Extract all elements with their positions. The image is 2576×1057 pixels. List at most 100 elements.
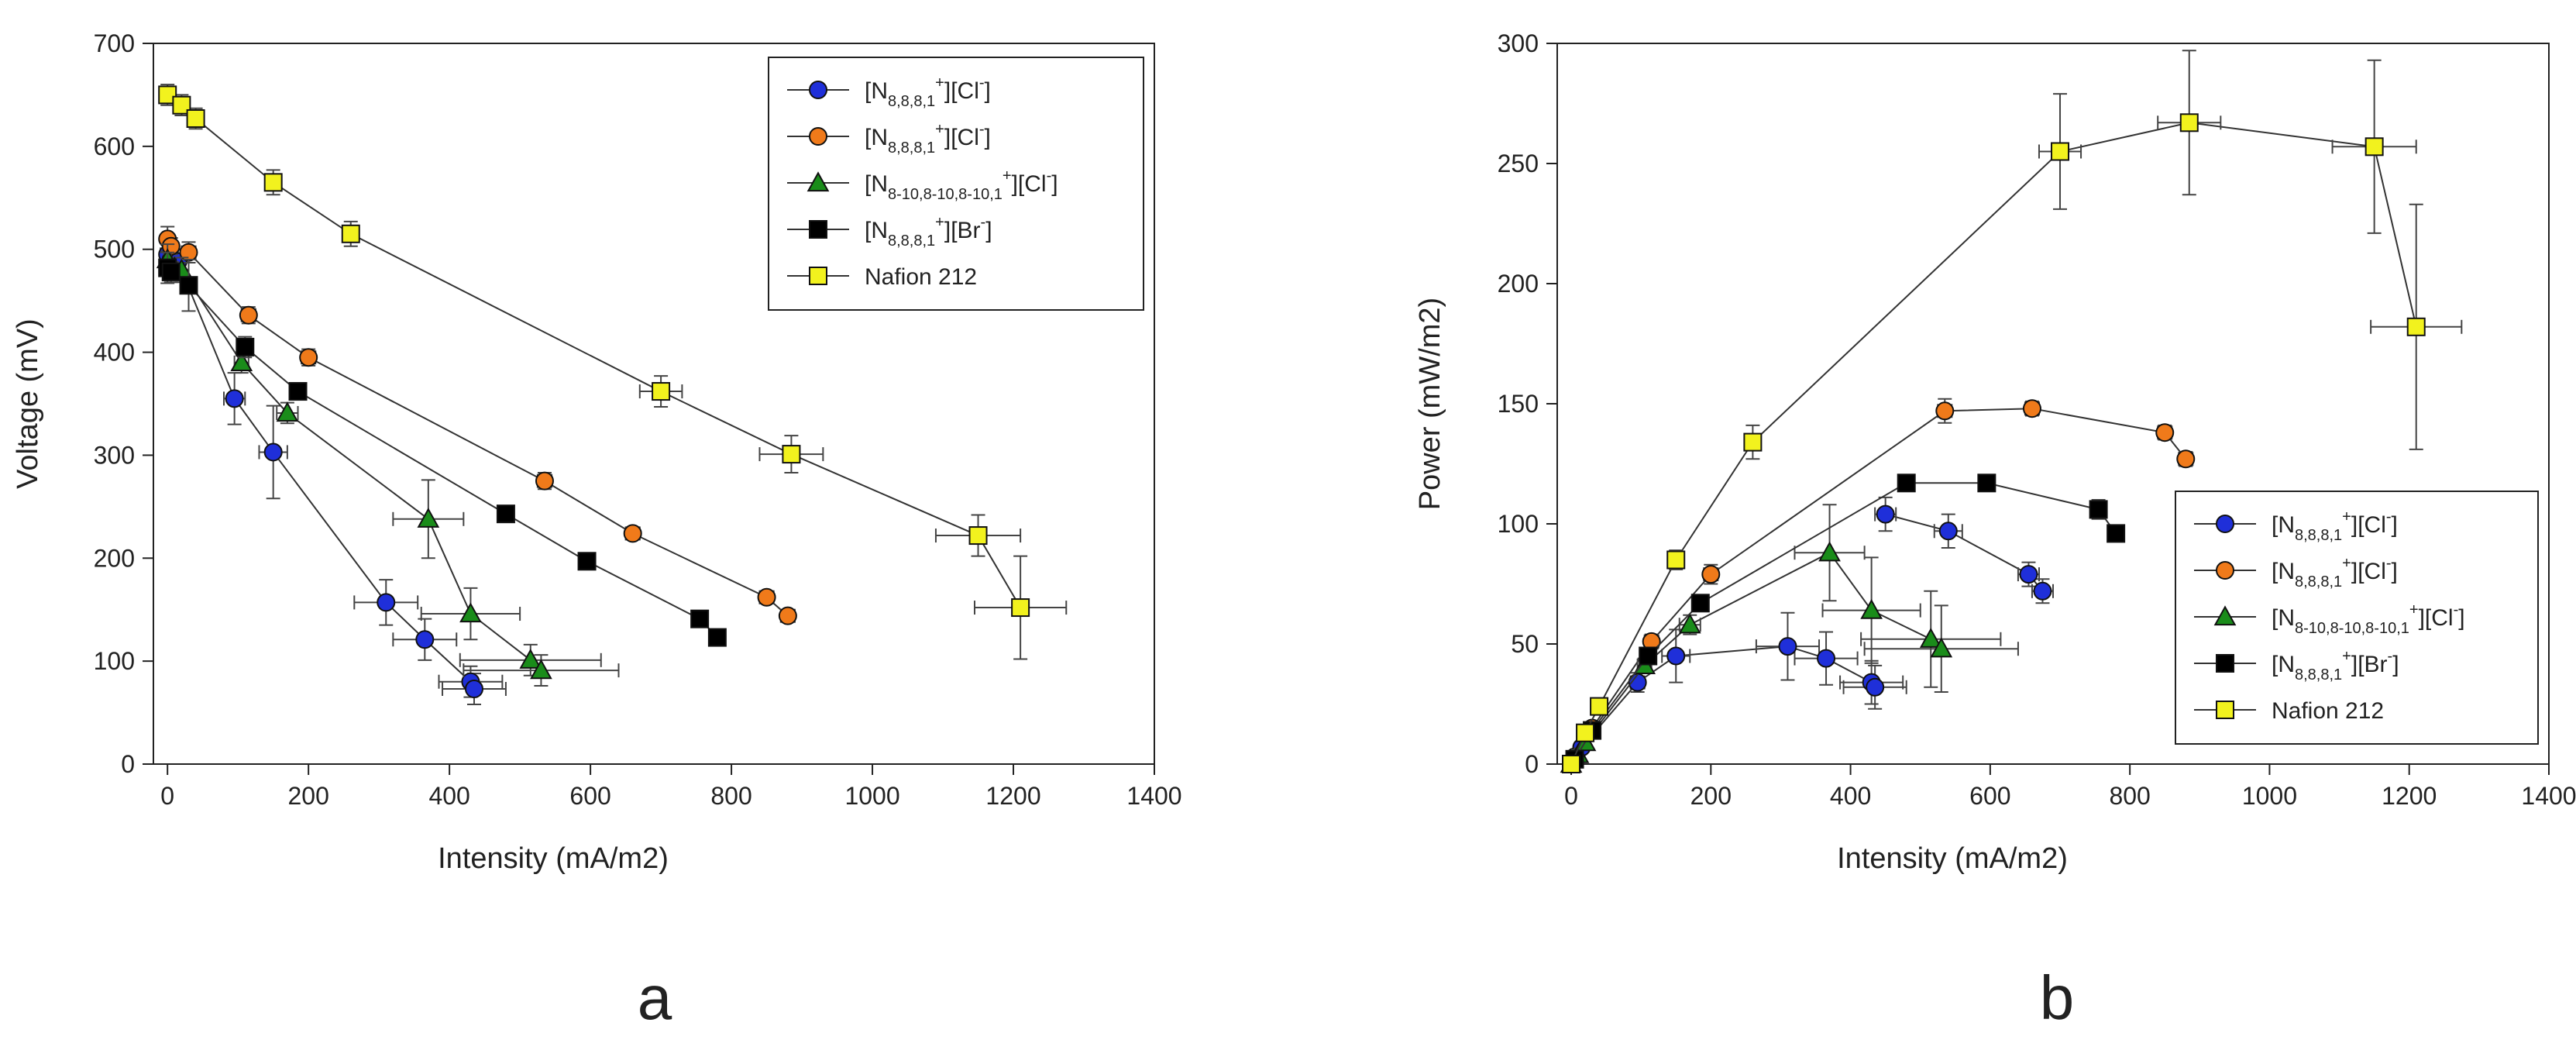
data-point: [1778, 637, 1797, 656]
legend-item: [N8-10,8-10,8-10,1+][Cl-]: [2194, 601, 2465, 637]
data-point: [1701, 565, 1721, 584]
series-4: [1562, 50, 2463, 773]
data-point: [1666, 550, 1686, 570]
y-tick-label: 250: [1498, 150, 1539, 177]
data-point: [519, 649, 542, 669]
y-tick-label: 500: [94, 236, 135, 263]
legend-label-part: +: [1003, 167, 1012, 184]
legend-label-part: [N: [2272, 512, 2295, 538]
y-tick-label: 50: [1511, 630, 1539, 658]
data-point: [2155, 423, 2175, 442]
x-tick-label: 800: [710, 782, 751, 810]
data-point: [1590, 697, 1609, 716]
panel-label: a: [638, 963, 672, 1032]
data-point: [172, 95, 191, 115]
legend-label-part: ]: [985, 218, 992, 243]
legend-label-part: ][Cl: [1012, 171, 1047, 197]
x-tick-label: 1000: [2242, 782, 2297, 810]
legend-marker: [2216, 515, 2234, 533]
data-point: [623, 524, 642, 543]
legend-label-part: ]: [2392, 559, 2398, 584]
legend-label: [N8-10,8-10,8-10,1+][Cl-]: [865, 167, 1058, 203]
data-point: [1818, 541, 1841, 562]
legend-item: [N8,8,8,1+][Cl-]: [2194, 508, 2398, 544]
data-point: [239, 305, 258, 325]
legend-marker: [2216, 701, 2234, 719]
data-point: [1866, 677, 1885, 697]
data-point: [1935, 401, 1955, 421]
legend-label-part: 8-10,8-10,8-10,1: [888, 186, 1003, 203]
y-tick-label: 700: [94, 29, 135, 57]
chart-panel-a: 0 200 400 600 800 1000 1200 1400 0 100 200 300 400 50…: [12, 29, 1182, 1032]
legend-label-part: 8,8,8,1: [2295, 666, 2342, 683]
x-tick-label: 200: [287, 782, 328, 810]
data-point: [2107, 524, 2126, 543]
legend-marker: [809, 127, 827, 146]
data-point: [2406, 317, 2426, 336]
x-axis-label: Intensity (mA/m2): [1837, 842, 2068, 875]
data-point: [2033, 581, 2052, 601]
legend-label-part: ][Cl: [944, 78, 979, 104]
data-point: [179, 276, 198, 295]
x-tick-label: 800: [2109, 782, 2150, 810]
data-point: [230, 351, 253, 371]
legend-label-part: [N: [865, 218, 888, 243]
x-tick-label: 1400: [1126, 782, 1181, 810]
data-point: [1562, 755, 1581, 773]
series-line: [1885, 513, 2044, 592]
legend-label-part: ]: [1051, 171, 1058, 197]
data-point: [1639, 646, 1658, 666]
legend-label-part: -: [979, 121, 985, 138]
data-point: [263, 173, 283, 192]
legend-label-part: -: [2386, 508, 2392, 525]
legend-label-part: 8,8,8,1: [2295, 527, 2342, 544]
error-bar: [934, 514, 1022, 557]
legend-label-part: 8,8,8,1: [888, 232, 935, 250]
series-3: [158, 251, 727, 647]
legend-label-part: ][Cl: [2419, 605, 2454, 631]
x-tick-label: 1000: [844, 782, 899, 810]
x-tick-label: 600: [1969, 782, 2010, 810]
data-point: [299, 348, 318, 367]
legend-label-part: ][Cl: [2351, 559, 2386, 584]
data-point: [417, 508, 440, 528]
legend-label-part: ][Br: [944, 218, 981, 243]
series-line: [1570, 482, 2117, 765]
legend-label-part: 8-10,8-10,8-10,1: [2295, 620, 2409, 637]
legend-label-part: +: [2409, 601, 2419, 618]
series-1: [1562, 398, 2196, 773]
legend-item: [N8,8,8,1+][Cl-]: [787, 74, 991, 110]
legend-label-part: +: [2342, 648, 2351, 665]
series-2: [156, 243, 620, 687]
legend-label-part: +: [2342, 508, 2351, 525]
data-point: [535, 471, 554, 491]
legend-item: [N8,8,8,1+][Cl-]: [2194, 555, 2398, 590]
y-tick-label: 100: [1498, 510, 1539, 538]
legend-label-part: ]: [2392, 652, 2399, 677]
legend-marker: [2216, 561, 2234, 580]
data-point: [707, 628, 727, 647]
legend-label-part: -: [981, 214, 986, 231]
legend-item: [N8,8,8,1+][Br-]: [2194, 648, 2399, 683]
legend-label-part: +: [935, 121, 944, 138]
y-tick-label: 300: [1498, 29, 1539, 57]
legend-marker: [2216, 654, 2234, 673]
legend-label: Nafion 212: [2272, 698, 2384, 724]
y-tick-label: 100: [94, 647, 135, 675]
legend: [N8,8,8,1+][Cl-][N8,8,8,1+][Cl-][N8-10,8…: [768, 57, 1144, 311]
data-point: [1860, 598, 1883, 619]
data-point: [1897, 473, 1916, 493]
legend-label-part: ]: [2392, 512, 2398, 538]
y-tick-label: 600: [94, 133, 135, 160]
data-point: [377, 593, 396, 612]
data-point: [464, 680, 483, 699]
x-tick-label: 1200: [2382, 782, 2437, 810]
legend-marker: [809, 220, 827, 239]
data-point: [1743, 432, 1763, 452]
legend-label: [N8,8,8,1+][Cl-]: [2272, 508, 2398, 544]
legend-label-part: +: [935, 214, 944, 231]
legend-label-part: ][Cl: [2351, 512, 2386, 538]
legend-label-part: 8,8,8,1: [888, 139, 935, 157]
legend-label: [N8,8,8,1+][Cl-]: [865, 121, 991, 157]
series-1: [158, 226, 797, 625]
